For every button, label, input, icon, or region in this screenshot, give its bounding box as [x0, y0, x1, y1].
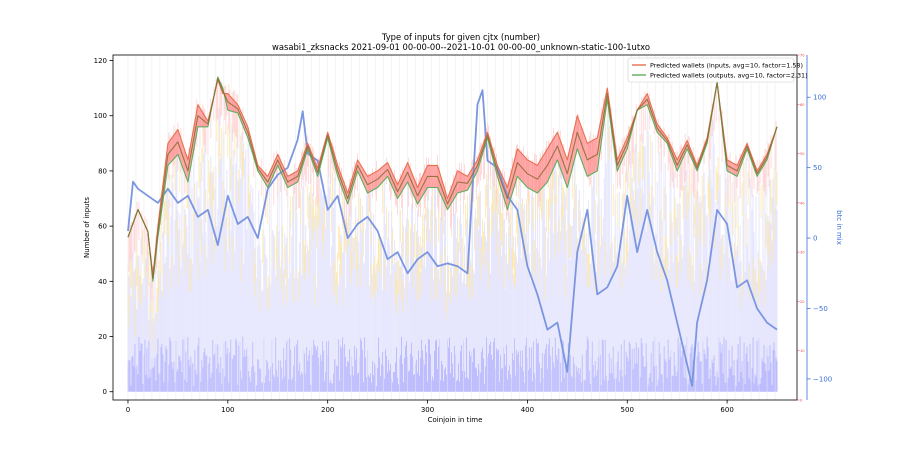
difference-fill	[201, 111, 204, 127]
x-axis-label: Coinjoin in time	[428, 416, 483, 424]
right-btc-tick-label: 0	[813, 235, 817, 243]
right-red-tick-label: 0	[800, 399, 803, 403]
x-tick-label: 400	[521, 406, 534, 414]
y-tick-label: 100	[94, 112, 107, 120]
y-tick-label: 60	[98, 223, 107, 231]
right-btc-tick-label: 100	[813, 94, 826, 102]
y-tick-label: 20	[98, 333, 107, 341]
x-tick-label: 200	[321, 406, 334, 414]
right-red-tick-label: 60	[800, 103, 805, 107]
chart-title: Type of inputs for given cjtx (number)	[381, 32, 540, 42]
right-btc-tick-label: −100	[813, 375, 832, 383]
smoothed-line	[127, 77, 778, 280]
x-tick-label: 300	[421, 406, 434, 414]
right-red-tick-label: 70	[800, 54, 805, 58]
y-tick-label: 40	[98, 278, 107, 286]
right-red-tick-label: 20	[800, 300, 805, 304]
plot-frame	[112, 54, 798, 401]
legend-box	[627, 57, 795, 83]
chart-subtitle: wasabi1_zksnacks 2021-09-01 00-00-00--20…	[272, 42, 650, 52]
legend-label-inputs: Predicted wallets (inputs, avg=10, facto…	[650, 61, 803, 69]
grid-lines	[127, 55, 776, 400]
difference-fill	[199, 107, 202, 127]
difference-fill	[205, 117, 208, 127]
y-axis-ticks: 0 20 40 60 80 100 120	[94, 57, 113, 396]
btc-line	[127, 89, 778, 387]
background-bars	[127, 76, 778, 392]
y-tick-label: 0	[103, 388, 107, 396]
right-btc-axis-ticks: −100 −50 0 50 100	[806, 55, 832, 400]
right-red-tick-label: 50	[800, 152, 805, 156]
x-tick-label: 0	[126, 406, 130, 414]
x-tick-label: 100	[221, 406, 234, 414]
x-tick-label: 600	[720, 406, 733, 414]
right-red-tick-label: 10	[800, 349, 805, 353]
difference-fill	[197, 104, 200, 127]
right-red-axis-ticks: 0 10 20 30 40 50 60 70	[797, 54, 805, 403]
legend: Predicted wallets (inputs, avg=10, facto…	[627, 57, 808, 83]
right-red-tick-label: 30	[800, 251, 805, 255]
x-axis-ticks: 0 100 200 300 400 500 600	[126, 400, 734, 414]
series-lines	[127, 76, 778, 387]
right-axis-label: btc in mix	[835, 210, 843, 245]
y-axis-label: Number of inputs	[83, 197, 91, 258]
x-tick-label: 500	[621, 406, 634, 414]
y-tick-label: 80	[98, 167, 107, 175]
right-btc-tick-label: 50	[813, 164, 822, 172]
right-red-tick-label: 40	[800, 201, 805, 205]
y-tick-label: 120	[94, 57, 107, 65]
legend-label-outputs: Predicted wallets (outputs, avg=10, fact…	[650, 71, 808, 79]
right-btc-tick-label: −50	[813, 305, 828, 313]
